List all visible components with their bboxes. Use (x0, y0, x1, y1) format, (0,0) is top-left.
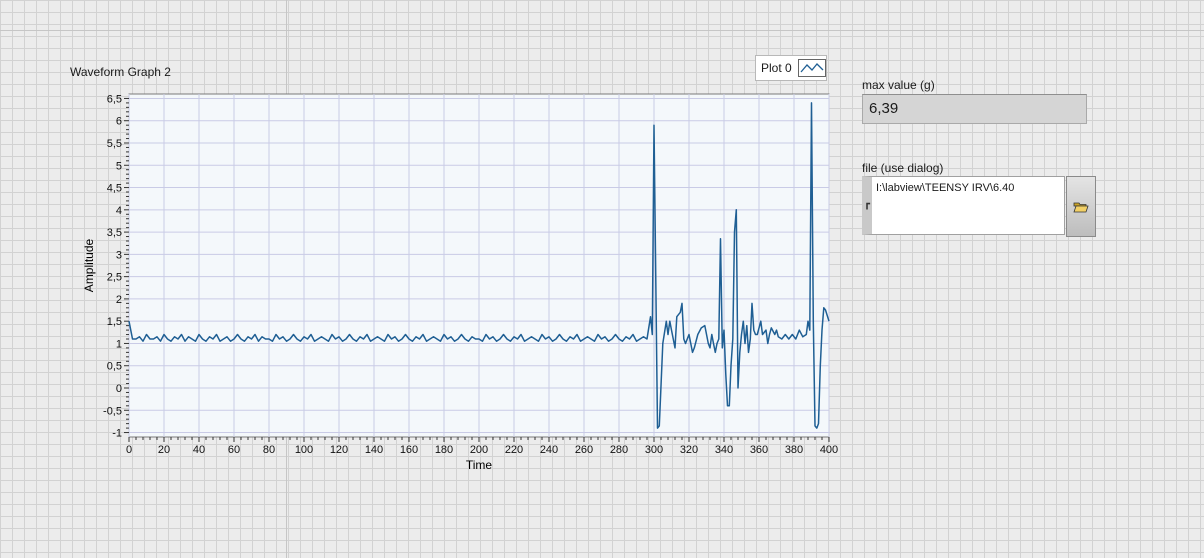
series-line-plot-0 (128, 102, 830, 429)
x-tick-label: 40 (193, 444, 205, 456)
file-path-text: I:\labview\TEENSY IRV\6.40 (876, 182, 1015, 194)
x-tick-label: 0 (126, 444, 132, 456)
legend-label: Plot 0 (761, 61, 792, 75)
y-tick-label: 0 (116, 383, 122, 395)
x-tick-label: 20 (158, 444, 170, 456)
y-tick-label: 3 (116, 249, 122, 261)
y-tick-label: 3,5 (107, 227, 122, 239)
graph-title: Waveform Graph 2 (70, 65, 171, 79)
x-tick-label: 380 (785, 444, 803, 456)
y-tick-label: 6 (116, 116, 122, 128)
x-axis: 0 20 40 60 80 100 120 140 160 180 200 220 240 260 280 3… (126, 437, 838, 456)
x-tick-label: 340 (715, 444, 733, 456)
y-tick-label: 4 (116, 205, 122, 217)
background-divider-horizontal (0, 30, 1204, 31)
file-path-label: file (use dialog) (862, 161, 944, 175)
y-tick-label: 5 (116, 160, 122, 172)
x-tick-label: 240 (540, 444, 558, 456)
browse-button[interactable] (1066, 176, 1096, 237)
chart-grid (128, 94, 830, 437)
plot-legend[interactable]: Plot 0 (755, 55, 827, 81)
plot-style-swatch[interactable] (797, 59, 826, 77)
folder-open-icon (1073, 202, 1089, 212)
x-tick-label: 320 (680, 444, 698, 456)
x-tick-label: 280 (610, 444, 628, 456)
y-tick-label: 4,5 (107, 183, 122, 195)
y-axis-label: Amplitude (82, 239, 96, 293)
x-tick-label: 400 (820, 444, 838, 456)
y-tick-label: 6,5 (107, 93, 122, 105)
y-tick-label: -1 (112, 428, 122, 440)
y-axis: 6,5 6 5,5 5 4,5 4 3,5 3 2,5 2 1,5 1 0,5 0 -0,5 -1 (103, 93, 129, 440)
y-tick-label: 0,5 (107, 361, 122, 373)
x-tick-label: 60 (228, 444, 240, 456)
x-tick-label: 180 (435, 444, 453, 456)
y-tick-label: 2,5 (107, 272, 122, 284)
x-tick-label: 360 (750, 444, 768, 456)
x-tick-label: 260 (575, 444, 593, 456)
y-tick-label: 2 (116, 294, 122, 306)
y-tick-label: 5,5 (107, 138, 122, 150)
x-tick-label: 160 (400, 444, 418, 456)
x-tick-label: 80 (263, 444, 275, 456)
x-tick-label: 140 (365, 444, 383, 456)
max-value-label: max value (g) (862, 78, 935, 92)
max-value-indicator: 6,39 (862, 94, 1087, 124)
file-path-field[interactable]: ┏ I:\labview\TEENSY IRV\6.40 (862, 176, 1065, 235)
x-tick-label: 200 (470, 444, 488, 456)
y-tick-label: 1,5 (107, 316, 122, 328)
x-tick-label: 300 (645, 444, 663, 456)
path-type-icon: ┏ (864, 199, 871, 210)
x-axis-label: Time (466, 458, 493, 472)
max-value-text: 6,39 (869, 100, 899, 117)
x-tick-label: 120 (330, 444, 348, 456)
y-tick-label: 1 (116, 338, 122, 350)
y-tick-label: -0,5 (103, 405, 122, 417)
line-style-icon (800, 63, 824, 73)
x-tick-label: 220 (505, 444, 523, 456)
x-tick-label: 100 (295, 444, 313, 456)
